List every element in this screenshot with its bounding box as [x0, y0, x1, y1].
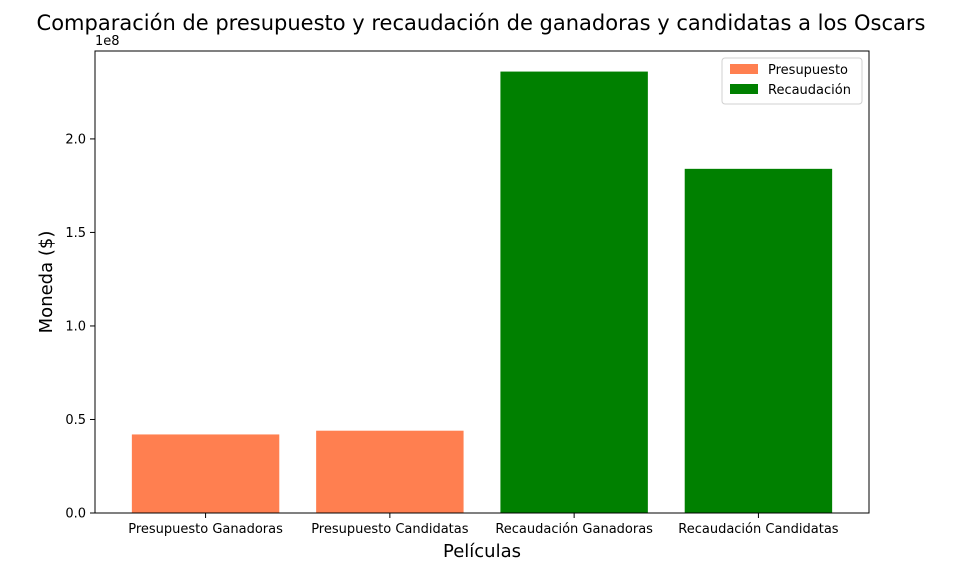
chart-title: Comparación de presupuesto y recaudación… — [37, 11, 926, 35]
legend-swatch — [730, 64, 758, 74]
bar-2 — [316, 430, 464, 513]
bar-4 — [684, 168, 833, 513]
y-tick-label: 1.5 — [65, 226, 86, 241]
legend-swatch — [730, 84, 758, 94]
bar-1 — [131, 434, 280, 513]
y-axis-label: Moneda ($) — [36, 231, 57, 334]
y-tick-label: 2.0 — [65, 132, 86, 147]
x-tick-label: Recaudación Ganadoras — [495, 522, 653, 537]
x-tick-label: Presupuesto Ganadoras — [128, 522, 283, 537]
x-tick-label: Recaudación Candidatas — [678, 522, 839, 537]
plot-frame — [94, 50, 870, 514]
y-offset-label: 1e8 — [95, 34, 120, 49]
y-tick-label: 1.0 — [65, 319, 86, 334]
bar-3 — [500, 71, 648, 514]
legend-label: Recaudación — [768, 83, 851, 98]
y-tick-label: 0.0 — [65, 507, 86, 522]
legend-label: Presupuesto — [768, 63, 848, 78]
legend: Presupuesto Recaudación — [721, 57, 863, 105]
y-tick-label: 0.5 — [65, 413, 86, 428]
x-axis-label: Películas — [443, 541, 521, 562]
x-tick-label: Presupuesto Candidatas — [311, 522, 469, 537]
